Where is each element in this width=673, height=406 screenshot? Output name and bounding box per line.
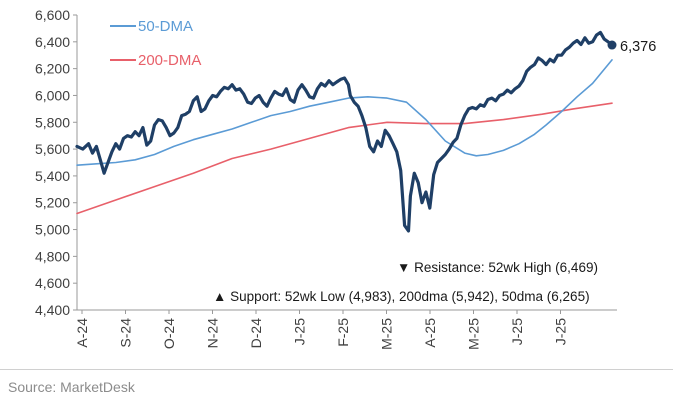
last-value-marker <box>607 40 617 50</box>
x-tick-label: A-24 <box>74 318 90 348</box>
x-axis-ticks: A-24 S-24 O-24 N-24 D-24 J-25 F-25 M-25 A-25 M-25… <box>74 310 569 350</box>
y-tick-label: 6,200 <box>35 61 70 77</box>
source-note: Source: MarketDesk <box>8 379 135 395</box>
support-annotation: ▲ Support: 52wk Low (4,983), 200dma (5,9… <box>213 289 590 304</box>
legend-label-200dma: 200-DMA <box>138 52 201 69</box>
x-tick-label: M-25 <box>466 318 482 350</box>
y-tick-label: 6,600 <box>35 7 70 23</box>
y-tick-label: 4,600 <box>35 275 70 291</box>
series-layer <box>75 30 614 233</box>
series-line-index <box>75 30 614 233</box>
x-tick-label: S-24 <box>118 318 134 348</box>
y-tick-label: 5,400 <box>35 168 70 184</box>
y-tick-label: 5,000 <box>35 222 70 238</box>
y-tick-label: 6,000 <box>35 87 70 103</box>
x-tick-label: N-24 <box>205 318 221 349</box>
legend-label-50dma: 50-DMA <box>138 18 193 35</box>
y-tick-label: 6,400 <box>35 34 70 50</box>
x-tick-label: O-24 <box>161 318 177 349</box>
axes <box>76 15 617 311</box>
y-axis-ticks: 4,400 4,600 4,800 5,000 5,200 5,400 5,600 5,800… <box>35 7 77 318</box>
legend: 50-DMA 200-DMA <box>110 18 201 69</box>
x-tick-label: J-25 <box>292 318 308 345</box>
x-tick-label: D-24 <box>248 318 264 349</box>
resistance-annotation: ▼ Resistance: 52wk High (6,469) <box>397 260 598 275</box>
last-value-label: 6,376 <box>620 39 656 55</box>
y-tick-label: 4,400 <box>35 302 70 318</box>
series-line-50-dma <box>76 59 613 166</box>
x-tick-label: F-25 <box>335 318 351 347</box>
x-tick-label: J-25 <box>553 318 569 345</box>
y-tick-label: 5,800 <box>35 114 70 130</box>
x-tick-label: J-25 <box>509 318 525 345</box>
divider <box>0 369 673 370</box>
x-tick-label: M-25 <box>379 318 395 350</box>
x-tick-label: A-25 <box>422 318 438 348</box>
y-tick-label: 4,800 <box>35 248 70 264</box>
y-tick-label: 5,200 <box>35 195 70 211</box>
series-line-200-dma <box>76 102 613 215</box>
y-tick-label: 5,600 <box>35 141 70 157</box>
